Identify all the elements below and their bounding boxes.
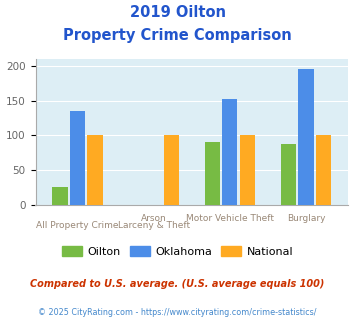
Text: Larceny & Theft: Larceny & Theft xyxy=(118,220,190,229)
Bar xyxy=(204,142,220,205)
Bar xyxy=(87,135,103,205)
Text: Arson: Arson xyxy=(141,214,166,223)
Bar xyxy=(70,111,85,205)
Bar xyxy=(52,187,67,205)
Text: All Property Crime: All Property Crime xyxy=(36,220,119,229)
Bar xyxy=(298,69,313,205)
Bar xyxy=(281,145,296,205)
Text: 2019 Oilton: 2019 Oilton xyxy=(130,5,225,20)
Text: Property Crime Comparison: Property Crime Comparison xyxy=(63,28,292,43)
Legend: Oilton, Oklahoma, National: Oilton, Oklahoma, National xyxy=(58,242,297,261)
Bar xyxy=(222,99,237,205)
Text: Compared to U.S. average. (U.S. average equals 100): Compared to U.S. average. (U.S. average … xyxy=(30,279,325,289)
Bar xyxy=(316,135,331,205)
Text: Burglary: Burglary xyxy=(287,214,325,223)
Text: Motor Vehicle Theft: Motor Vehicle Theft xyxy=(186,214,274,223)
Text: © 2025 CityRating.com - https://www.cityrating.com/crime-statistics/: © 2025 CityRating.com - https://www.city… xyxy=(38,308,317,316)
Bar xyxy=(164,135,179,205)
Bar xyxy=(240,135,255,205)
